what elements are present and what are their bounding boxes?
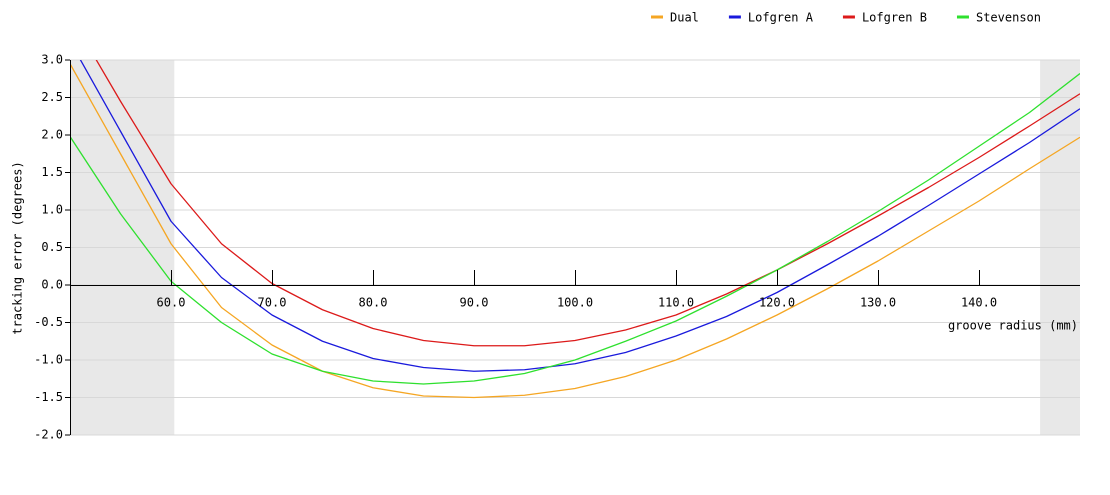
series-line (70, 63, 1080, 399)
legend-label: Lofgren B (862, 11, 927, 25)
x-tick-label: 120.0 (759, 296, 795, 310)
legend-item: Lofgren A (728, 11, 814, 25)
x-tick-label: 90.0 (460, 296, 489, 310)
legend: Dual Lofgren A Lofgren B Stevenson (651, 11, 1041, 25)
legend-item: Dual (651, 11, 699, 25)
y-axis-label: tracking error (degrees) (11, 161, 25, 334)
y-tick-label: 2.0 (41, 128, 63, 142)
y-tick-label: 0.0 (41, 278, 63, 292)
y-tick-label: 3.0 (41, 53, 63, 67)
legend-item: Lofgren B (842, 11, 927, 25)
y-tick-label: 2.5 (41, 90, 63, 104)
series-line (79, 60, 1080, 372)
legend-label: Lofgren A (748, 11, 814, 25)
axes: -2.0 -1.5 -1.0 -0.5 0.0 0.5 1.0 1.5 2.0 2.5 3.0 60.… (34, 53, 1080, 442)
plot-lines (70, 60, 1080, 399)
legend-item: Stevenson (956, 11, 1041, 25)
plot-background (70, 59, 1080, 436)
series-line (95, 60, 1080, 347)
x-tick-label: 70.0 (258, 296, 287, 310)
x-tick-label: 100.0 (557, 296, 593, 310)
y-tick-label: -1.5 (34, 390, 63, 404)
x-tick-label: 140.0 (961, 296, 997, 310)
x-tick-label: 130.0 (860, 296, 896, 310)
y-tick-label: 0.5 (41, 240, 63, 254)
y-tick-label: -0.5 (34, 315, 63, 329)
y-tick-label: 1.0 (41, 203, 63, 217)
y-tick-label: -1.0 (34, 353, 63, 367)
x-tick-label: 60.0 (157, 296, 186, 310)
legend-label: Stevenson (976, 11, 1041, 25)
x-tick-label: 110.0 (658, 296, 694, 310)
y-tick-label: -2.0 (34, 428, 63, 442)
y-tick-label: 1.5 (41, 165, 63, 179)
x-axis-label: groove radius (mm) (948, 319, 1078, 333)
legend-label: Dual (670, 11, 699, 25)
x-tick-label: 80.0 (359, 296, 388, 310)
series-line (70, 72, 1080, 385)
